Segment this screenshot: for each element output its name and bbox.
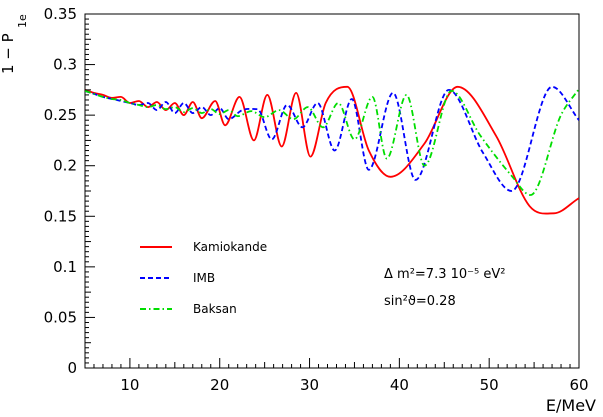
x-tick-label: 10 [120, 376, 139, 394]
x-tick-label: 60 [569, 376, 588, 394]
annotation-sin2theta: sin²ϑ=0.28 [384, 294, 456, 309]
series-line-baksan [85, 88, 579, 196]
legend-label-imb: IMB [193, 271, 215, 285]
plot-area-border [84, 13, 580, 369]
y-tick-label: 0.15 [44, 207, 77, 225]
series-line-imb [85, 85, 579, 192]
plot-frame [84, 13, 580, 369]
legend-label-baksan: Baksan [193, 302, 237, 316]
y-tick-label: 0.35 [44, 5, 77, 23]
x-tick-label: 50 [480, 376, 499, 394]
annotation-dm2: Δ m²=7.3 10⁻⁵ eV² [384, 267, 505, 282]
y-tick-label: 0 [67, 359, 77, 377]
y-tick-label: 0.3 [53, 56, 77, 74]
y-tick-label: 0.2 [53, 157, 77, 175]
y-tick-label: 0.25 [44, 106, 77, 124]
y-axis-label-main: 1 − P [0, 33, 17, 74]
x-tick-label: 20 [210, 376, 229, 394]
legend-label-kamiokande: Kamiokande [193, 240, 267, 254]
y-axis-label-subscript: 1e [16, 14, 29, 28]
legend: Kamiokande IMB Baksan [140, 240, 267, 316]
x-tick-label: 30 [300, 376, 319, 394]
axes-layer: 10 20 30 40 50 60 0 0.05 0.1 0.15 0.2 0.25 0.3 0.35 [44, 5, 589, 394]
y-tick-label: 0.05 [44, 308, 77, 326]
series-layer [85, 85, 579, 215]
y-axis-label: 1 − P 1e [0, 14, 29, 74]
x-tick-label: 40 [390, 376, 409, 394]
y-tick-label: 0.1 [53, 258, 77, 276]
x-axis-label: E/MeV [546, 396, 596, 415]
